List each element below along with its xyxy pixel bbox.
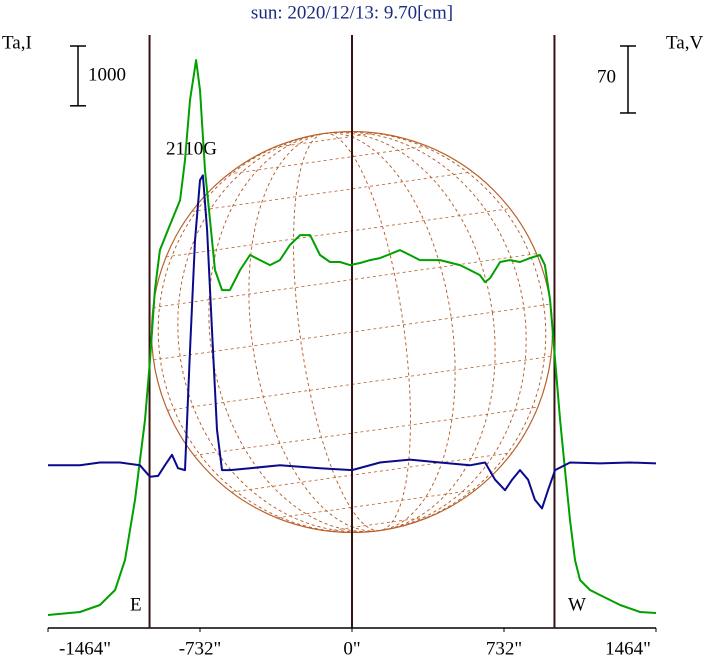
sun-grid-line (228, 145, 428, 175)
scale-bar-y-label: 1000 (88, 64, 126, 85)
west-label: W (568, 594, 586, 615)
sun-grid-line (167, 356, 552, 411)
y-axis-label: Ta,I (2, 32, 32, 53)
east-label: E (130, 594, 142, 615)
y2-axis-label: Ta,V (666, 32, 703, 53)
x-tick-label: -1464" (59, 638, 111, 659)
series-line (48, 174, 657, 510)
sun-grid-line (273, 132, 377, 148)
scale-bar-y2-label: 70 (597, 66, 616, 87)
sun-grid-line (231, 452, 513, 493)
annotation: 2110G (166, 138, 217, 159)
x-tick-label: 732" (486, 638, 522, 659)
x-tick-label: -732" (179, 638, 222, 659)
sun-grid-line (276, 489, 476, 519)
x-tick-label: 1464" (605, 638, 651, 659)
x-tick-label: 0" (343, 638, 360, 659)
sun-grid-line (152, 253, 537, 308)
sun-grid-line (166, 208, 511, 258)
sun-grid-line (193, 406, 538, 456)
chart-title: sun: 2020/12/13: 9.70[cm] (251, 2, 453, 23)
sun-grid-line (327, 516, 431, 532)
series-line (47, 59, 657, 616)
sun-grid-line (191, 171, 473, 212)
